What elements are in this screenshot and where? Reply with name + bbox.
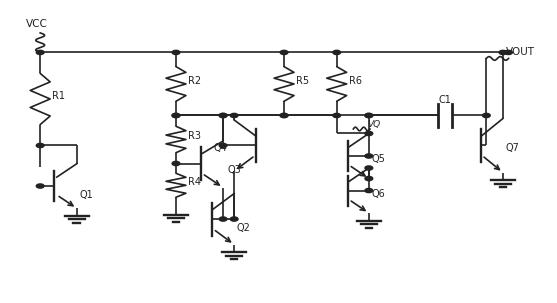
- Circle shape: [365, 113, 373, 118]
- Circle shape: [333, 50, 340, 55]
- Circle shape: [36, 184, 44, 188]
- Circle shape: [280, 113, 288, 118]
- Circle shape: [365, 176, 373, 181]
- Circle shape: [365, 113, 373, 118]
- Circle shape: [36, 50, 44, 55]
- Text: C1: C1: [438, 95, 451, 105]
- Text: R3: R3: [188, 132, 201, 142]
- Text: R5: R5: [296, 76, 309, 86]
- Circle shape: [365, 166, 373, 170]
- Circle shape: [36, 143, 44, 148]
- Circle shape: [172, 113, 180, 118]
- Text: R2: R2: [188, 76, 201, 86]
- Circle shape: [172, 50, 180, 55]
- Text: Q3: Q3: [227, 165, 241, 175]
- Circle shape: [230, 113, 238, 118]
- Text: Q1: Q1: [80, 190, 93, 200]
- Circle shape: [365, 154, 373, 158]
- Text: Q2: Q2: [237, 223, 251, 233]
- Circle shape: [219, 143, 227, 148]
- Circle shape: [280, 113, 288, 118]
- Circle shape: [219, 113, 227, 118]
- Circle shape: [365, 188, 373, 193]
- Circle shape: [505, 50, 512, 55]
- Text: R1: R1: [52, 91, 65, 101]
- Text: VOUT: VOUT: [506, 48, 535, 58]
- Circle shape: [172, 113, 180, 118]
- Text: Q5: Q5: [372, 154, 385, 164]
- Text: VQ: VQ: [367, 121, 380, 129]
- Text: Q7: Q7: [506, 144, 520, 154]
- Circle shape: [172, 161, 180, 166]
- Circle shape: [333, 113, 340, 118]
- Circle shape: [365, 132, 373, 135]
- Circle shape: [482, 113, 490, 118]
- Circle shape: [280, 50, 288, 55]
- Text: Q4: Q4: [213, 144, 227, 154]
- Circle shape: [219, 113, 227, 118]
- Text: VCC: VCC: [26, 19, 48, 29]
- Circle shape: [219, 217, 227, 221]
- Text: R4: R4: [188, 177, 201, 187]
- Circle shape: [499, 50, 507, 55]
- Text: Q6: Q6: [372, 188, 385, 198]
- Text: R6: R6: [349, 76, 362, 86]
- Circle shape: [230, 217, 238, 221]
